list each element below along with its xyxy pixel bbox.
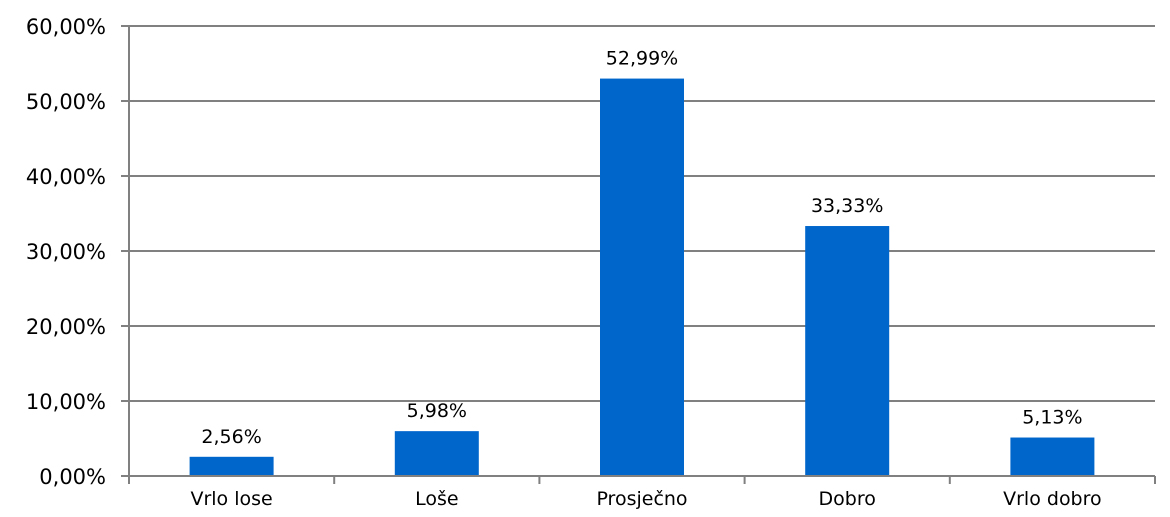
x-axis-tick-label: Loše [415,488,458,510]
data-label: 2,56% [201,426,261,448]
data-label: 5,98% [407,400,467,422]
bar [1010,437,1095,476]
y-axis-tick-label: 20,00% [26,315,106,339]
y-axis-tick-label: 40,00% [26,165,106,189]
y-axis-tick-label: 50,00% [26,90,106,114]
data-label: 5,13% [1022,407,1082,429]
data-label: 52,99% [606,48,678,70]
bar [394,431,479,476]
bar [600,78,684,476]
x-axis-tick-label: Prosječno [596,488,687,510]
data-labels: 2,56% 5,98% 52,99% 33,33% 5,13% [201,48,1082,448]
x-axis-tick-label: Vrlo lose [190,488,272,510]
x-axis-tick-label: Dobro [819,488,876,510]
axes [121,25,1156,484]
y-axis-tick-label: 60,00% [26,15,106,39]
bar [189,456,274,476]
x-axis-tick-labels: Vrlo lose Loše Prosječno Dobro Vrlo dobro [190,488,1101,510]
x-axis-tick-label: Vrlo dobro [1003,488,1102,510]
bars [189,78,1095,476]
y-axis-tick-label: 30,00% [26,240,106,264]
bar [805,226,890,476]
y-axis-tick-label: 10,00% [26,390,106,414]
data-label: 33,33% [811,195,883,217]
y-axis-tick-label: 0,00% [39,465,106,489]
y-axis-tick-labels: 0,00% 10,00% 20,00% 30,00% 40,00% 50,00% 60,00… [26,15,106,489]
